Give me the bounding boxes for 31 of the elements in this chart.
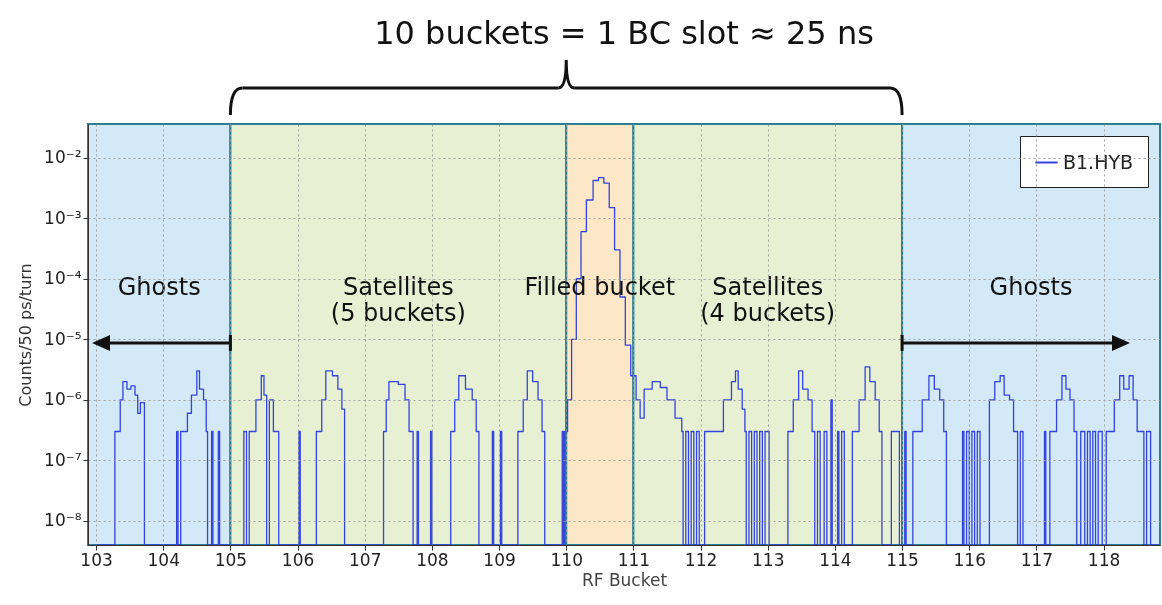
x-tick-label: 117 [1020, 549, 1054, 570]
band-label: Ghosts [117, 273, 201, 302]
x-tick-label: 110 [550, 549, 583, 570]
x-tick-label: 114 [819, 549, 852, 570]
x-tick-label: 103 [80, 549, 113, 570]
x-tick-label: 106 [281, 549, 315, 570]
band-label: Satellites (5 buckets) [330, 273, 466, 328]
band-label: Satellites (4 buckets) [700, 273, 836, 328]
band-label: Ghosts [989, 273, 1073, 302]
x-axis-title: RF Bucket [581, 569, 668, 590]
y-axis-title: Counts/50 ps/turn [16, 263, 36, 407]
chart-title: 10 buckets = 1 BC slot ≈ 25 ns [374, 14, 874, 52]
x-tick-label: 107 [349, 549, 382, 570]
y-tick-label: 10⁻³ [44, 207, 82, 228]
x-tick-label: 118 [1087, 549, 1121, 570]
x-tick-label: 104 [147, 549, 180, 570]
y-tick-label: 10⁻⁶ [44, 389, 82, 410]
x-tick-label: 112 [684, 549, 718, 570]
x-tick-label: 115 [886, 549, 919, 570]
y-tick-label: 10⁻⁴ [44, 268, 82, 289]
y-tick-label: 10⁻⁷ [44, 449, 82, 470]
x-tick-label: 108 [416, 549, 449, 570]
y-tick-label: 10⁻² [44, 147, 82, 168]
y-tick-label: 10⁻⁵ [44, 328, 82, 349]
x-tick-label: 109 [483, 549, 516, 570]
x-tick-label: 105 [214, 549, 248, 570]
y-tick-label: 10⁻⁸ [44, 510, 82, 531]
x-tick-label: 111 [617, 549, 651, 570]
legend-label: B1.HYB [1063, 150, 1134, 173]
x-tick-label: 113 [752, 549, 785, 570]
x-tick-label: 116 [953, 549, 986, 570]
